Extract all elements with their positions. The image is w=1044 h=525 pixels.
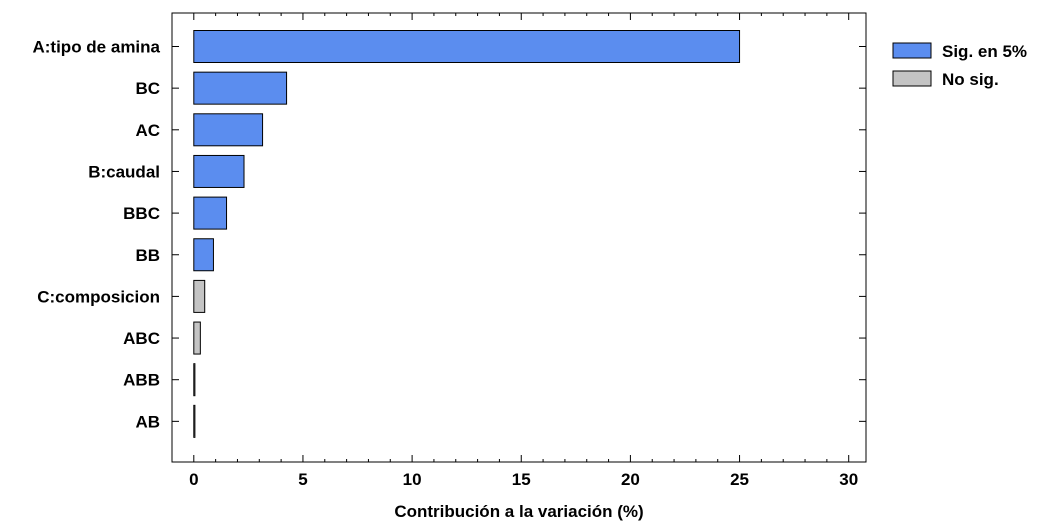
x-tick-label: 5	[298, 470, 307, 489]
x-axis-title: Contribución a la variación (%)	[394, 502, 643, 521]
category-label: AC	[135, 121, 160, 140]
category-label: ABB	[123, 371, 160, 390]
legend-label: No sig.	[942, 70, 999, 89]
bar	[193, 238, 214, 272]
bar	[193, 196, 228, 230]
category-label: ABC	[123, 329, 160, 348]
x-tick-label: 0	[189, 470, 198, 489]
bar	[193, 404, 196, 438]
bar	[193, 363, 196, 397]
y-category-labels: A:tipo de amina BC AC B:caudal BBC BB C:compos…	[32, 38, 160, 432]
x-tick-label: 20	[621, 470, 640, 489]
bar	[193, 279, 206, 313]
category-label: AB	[135, 412, 160, 431]
category-label: B:caudal	[88, 162, 160, 181]
plot-frame	[171, 12, 867, 463]
y-tick-marks	[172, 46, 866, 422]
x-tick-labels: 0 5 10 15 20 25 30	[189, 470, 858, 489]
category-label: A:tipo de amina	[32, 38, 160, 57]
category-label: BC	[135, 79, 160, 98]
bar	[193, 71, 288, 105]
x-tick-label: 15	[512, 470, 531, 489]
legend: Sig. en 5% No sig.	[892, 42, 1027, 89]
legend-swatch	[892, 42, 932, 59]
category-label: C:composicion	[37, 287, 160, 306]
bar	[193, 154, 245, 188]
legend-swatch	[892, 70, 932, 87]
category-label: BBC	[123, 204, 160, 223]
x-tick-label: 30	[839, 470, 858, 489]
legend-label: Sig. en 5%	[942, 42, 1027, 61]
x-tick-marks	[193, 13, 850, 462]
bar	[193, 30, 741, 63]
bar	[193, 321, 201, 355]
x-tick-label: 25	[730, 470, 749, 489]
x-tick-label: 10	[403, 470, 422, 489]
category-label: BB	[135, 246, 160, 265]
bars	[193, 30, 741, 438]
bar	[193, 113, 264, 147]
